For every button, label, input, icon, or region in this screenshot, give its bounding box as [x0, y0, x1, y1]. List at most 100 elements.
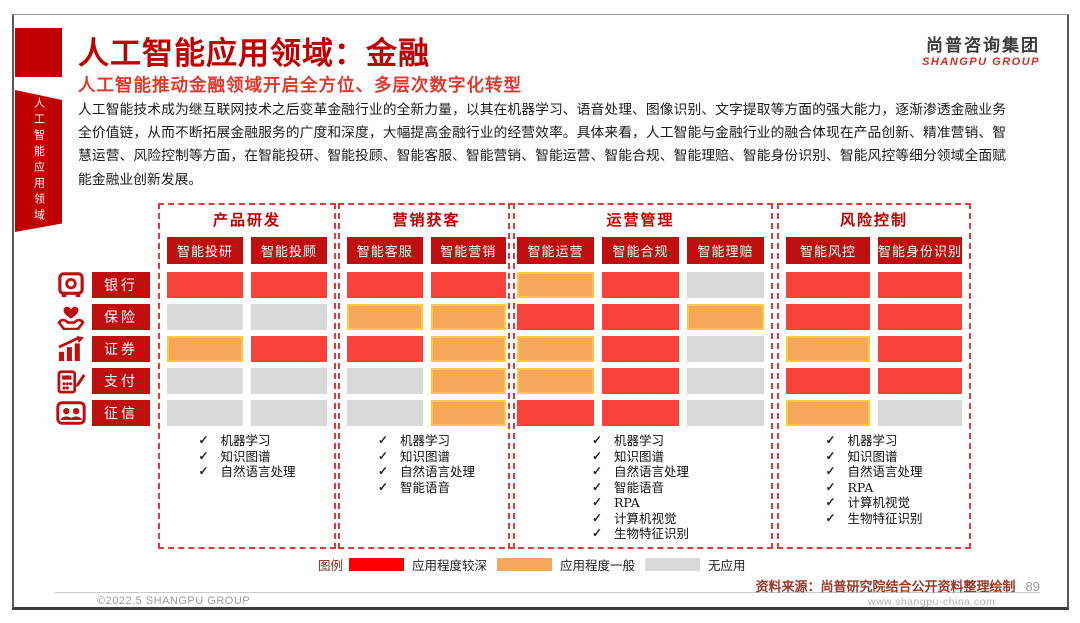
logo-en-text: SHANGPU GROUP [922, 56, 1040, 68]
matrix-cell-mid [786, 336, 870, 362]
matrix-row [786, 304, 962, 330]
logo-cn-text: 尚普咨询集团 [926, 36, 1040, 55]
matrix-cell-mid [347, 304, 423, 330]
tech-list-item-label: 机器学习 [220, 433, 271, 448]
tech-list-item: ✓ 自然语言处理 [378, 464, 475, 480]
matrix-row [786, 272, 962, 298]
matrix-row [167, 304, 327, 330]
matrix-cell-deep [878, 304, 962, 330]
source-text: 资料来源：尚普研究院结合公开资料整理绘制 [755, 580, 1016, 595]
tech-list-item: ✓ 机器学习 [825, 433, 922, 449]
matrix-cell-deep [878, 272, 962, 298]
row-label-5: 征信 [92, 400, 150, 426]
row-label-4: 支付 [92, 368, 150, 394]
group-title: 产品研发 [212, 211, 281, 229]
column-header: 智能投顾 [251, 237, 327, 264]
tech-list-item: ✓ RPA [592, 495, 689, 511]
payment-calculator-icon [54, 368, 88, 394]
matrix-cell-deep [430, 272, 506, 298]
tech-list-item-label: 自然语言处理 [614, 464, 690, 479]
matrix-cell-none [687, 400, 764, 426]
checkmark-icon: ✓ [591, 526, 603, 540]
insurance-heart-hands-icon [54, 304, 88, 330]
page-subtitle: 人工智能推动金融领域开启全方位、多层次数字化转型 [78, 76, 522, 96]
tech-list-item: ✓ 智能语音 [378, 480, 475, 496]
intro-paragraph: 人工智能技术成为继互联网技术之后变革金融行业的全新力量，以其在机器学习、语音处理… [78, 102, 1006, 188]
matrix-cell-deep [251, 272, 327, 298]
matrix-cell-deep [602, 304, 679, 330]
tech-list-item-label: 知识图谱 [614, 448, 665, 464]
matrix-cell-deep [786, 272, 870, 298]
tech-list-item: ✓ RPA [825, 480, 922, 496]
page-title: 人工智能应用领域：金融 [78, 36, 430, 72]
checkmark-icon: ✓ [825, 479, 836, 494]
matrix-cell-none [687, 368, 764, 394]
group-cell-rows [786, 272, 962, 426]
matrix-cell-mid [430, 368, 506, 394]
checkmark-icon: ✓ [591, 479, 603, 494]
legend-text-mid: 应用程度一般 [560, 557, 636, 573]
matrix-cell-mid [167, 336, 243, 362]
footer-divider [55, 592, 1040, 593]
matrix-row [347, 368, 506, 394]
tech-list-item: ✓ 知识图谱 [825, 449, 922, 465]
checkmark-icon: ✓ [377, 448, 389, 463]
matrix-cell-deep [878, 368, 962, 394]
group-tech-list: ✓ 机器学习 ✓ 知识图谱 ✓ 自然语言处理 ✓ 智能语音 [340, 433, 513, 495]
legend-swatch-mid [497, 557, 553, 571]
tech-list-item-label: 自然语言处理 [847, 464, 923, 479]
tech-list-item-label: 机器学习 [847, 433, 898, 448]
page-number: 89 [1025, 579, 1040, 594]
matrix-group-3: 运营管理 智能运营 智能合规 智能理赔 ✓ 机器学习 ✓ 知识图谱 ✓ 自然语言处理 ✓ 智能语音 ✓ R… [508, 203, 773, 549]
tech-list-item: ✓ 生物特征识别 [825, 511, 922, 527]
matrix-row [347, 336, 506, 362]
checkmark-icon: ✓ [198, 448, 209, 463]
matrix-row [167, 400, 327, 426]
website-text: www.shangpu-china.com [868, 596, 996, 608]
checkmark-icon: ✓ [825, 464, 836, 478]
tech-list-item: ✓ 机器学习 [378, 433, 475, 449]
matrix-row [167, 368, 327, 394]
tech-list-item-label: 自然语言处理 [220, 464, 296, 479]
matrix-group-2: 营销获客 智能客服 智能营销 ✓ 机器学习 ✓ 知识图谱 ✓ 自然语言处理 ✓ 智能语音 [338, 203, 515, 549]
group-column-headers: 智能运营 智能合规 智能理赔 [517, 237, 764, 264]
column-header: 智能客服 [347, 237, 423, 264]
matrix-cell-mid [786, 400, 870, 426]
tech-list-item: ✓ 知识图谱 [198, 449, 295, 465]
matrix-row [167, 336, 327, 362]
column-header: 智能运营 [517, 237, 594, 264]
tech-list-item: ✓ 知识图谱 [592, 449, 689, 465]
checkmark-icon: ✓ [591, 464, 603, 478]
group-title: 营销获客 [392, 211, 461, 229]
matrix-cell-none [167, 304, 243, 330]
matrix-row [786, 400, 962, 426]
matrix-cell-mid [517, 336, 594, 362]
matrix-cell-none [251, 400, 327, 426]
row-label-3: 证券 [92, 336, 150, 362]
matrix-cell-none [167, 400, 243, 426]
tech-list-item-label: 生物特征识别 [847, 510, 923, 526]
column-header: 智能投研 [167, 237, 243, 264]
matrix-cell-deep [602, 336, 679, 362]
tech-list-item-label: 智能语音 [400, 479, 451, 495]
tech-list-item: ✓ 自然语言处理 [592, 464, 689, 480]
checkmark-icon: ✓ [591, 433, 603, 447]
matrix-cell-deep [251, 336, 327, 362]
legend-items: 应用程度较深 应用程度一般 无应用 [349, 555, 756, 574]
checkmark-icon: ✓ [377, 433, 389, 447]
matrix-row [347, 304, 506, 330]
securities-chart-icon [54, 336, 88, 362]
tech-list-item: ✓ 知识图谱 [378, 449, 475, 465]
matrix-row [347, 400, 506, 426]
bank-safe-icon [54, 272, 88, 298]
matrix-row [517, 272, 764, 298]
checkmark-icon: ✓ [377, 479, 389, 494]
matrix-cell-deep [786, 368, 870, 394]
checkmark-icon: ✓ [591, 495, 603, 509]
legend-label: 图例 [318, 557, 344, 573]
tech-list-item-label: 机器学习 [400, 433, 451, 448]
matrix-row [517, 368, 764, 394]
matrix-cell-none [167, 368, 243, 394]
tech-list-item-label: RPA [614, 495, 640, 510]
matrix-row [347, 272, 506, 298]
